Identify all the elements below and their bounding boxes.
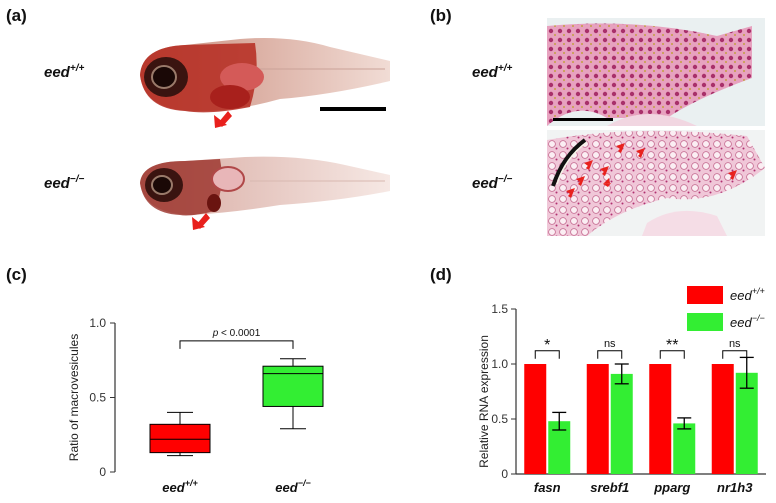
y-tick-label: 0.5 bbox=[491, 412, 508, 426]
y-tick-label: 1.5 bbox=[491, 302, 508, 316]
bar-pparg-1 bbox=[673, 423, 696, 474]
significance-label: ns bbox=[604, 338, 616, 350]
bar-pparg-0 bbox=[649, 364, 672, 474]
significance-bracket bbox=[534, 350, 560, 359]
panel-label-b: (b) bbox=[430, 6, 452, 25]
legend-swatch-1 bbox=[687, 313, 723, 331]
larva-wt-image bbox=[140, 38, 390, 113]
significance-bracket bbox=[597, 350, 623, 359]
bar-fasn-1 bbox=[548, 421, 571, 474]
bar-fasn-0 bbox=[524, 364, 547, 474]
panel-label-d: (d) bbox=[430, 265, 452, 284]
larva-images bbox=[140, 38, 390, 230]
histology-ko-image bbox=[547, 130, 765, 236]
arrow-icon bbox=[214, 111, 232, 128]
genotype-label-a-ko: eed−/− bbox=[44, 174, 85, 192]
genotype-label-b-wt: eed+/+ bbox=[472, 63, 513, 81]
significance-bracket bbox=[722, 350, 748, 359]
x-tick-label: nr1h3 bbox=[717, 480, 753, 495]
x-tick-label: pparg bbox=[653, 480, 690, 495]
box-plot-macrovesicules: 0 0.5 1.0 Ratio of macrovesicules eed+/+ eed−… bbox=[67, 316, 324, 495]
significance-label: ns bbox=[729, 338, 741, 350]
legend-label-1: eed−/− bbox=[730, 313, 765, 330]
histology-wt-image bbox=[547, 18, 765, 127]
legend-swatch-0 bbox=[687, 286, 723, 304]
genotype-label-a-wt: eed+/+ bbox=[44, 63, 85, 81]
y-tick-label: 0.5 bbox=[89, 391, 106, 405]
scale-bar-a bbox=[320, 107, 386, 111]
arrow-icon bbox=[566, 143, 737, 198]
box-rect bbox=[262, 365, 324, 407]
box-rect bbox=[149, 423, 211, 454]
larva-ko-image bbox=[140, 156, 390, 216]
y-tick-label: 1.0 bbox=[89, 316, 106, 330]
significance-bracket bbox=[179, 340, 294, 349]
bar-srebf1-0 bbox=[586, 364, 609, 474]
y-tick-label: 0 bbox=[501, 467, 508, 481]
box-0 bbox=[149, 411, 211, 457]
significance-label: * bbox=[544, 337, 550, 354]
histology-images bbox=[547, 18, 765, 236]
legend-label-0: eed+/+ bbox=[730, 286, 765, 303]
box-1 bbox=[262, 358, 324, 430]
significance-label: ** bbox=[666, 337, 678, 354]
y-axis-label: Relative RNA expression bbox=[477, 335, 491, 468]
bar-chart-rna-expression: 0 0.5 1.0 1.5 Relative RNA expression * fasn ns… bbox=[477, 286, 766, 495]
scale-bar-b bbox=[553, 118, 613, 121]
x-tick-label: srebf1 bbox=[590, 480, 629, 495]
p-value-annotation: p < 0.0001 bbox=[212, 328, 261, 339]
panel-label-a: (a) bbox=[6, 6, 27, 25]
panel-label-c: (c) bbox=[6, 265, 27, 284]
significance-bracket bbox=[659, 350, 685, 359]
y-tick-label: 1.0 bbox=[491, 357, 508, 371]
arrow-icon bbox=[192, 213, 210, 230]
y-tick-label: 0 bbox=[99, 465, 106, 479]
bar-srebf1-1 bbox=[610, 373, 633, 474]
x-tick-label: fasn bbox=[534, 480, 561, 495]
bar-nr1h3-1 bbox=[735, 372, 758, 474]
x-tick-label: eed+/+ bbox=[162, 478, 198, 495]
y-axis-label: Ratio of macrovesicules bbox=[67, 334, 81, 461]
bar-nr1h3-0 bbox=[711, 364, 734, 474]
x-tick-label: eed−/− bbox=[275, 478, 311, 495]
genotype-label-b-ko: eed−/− bbox=[472, 174, 513, 192]
